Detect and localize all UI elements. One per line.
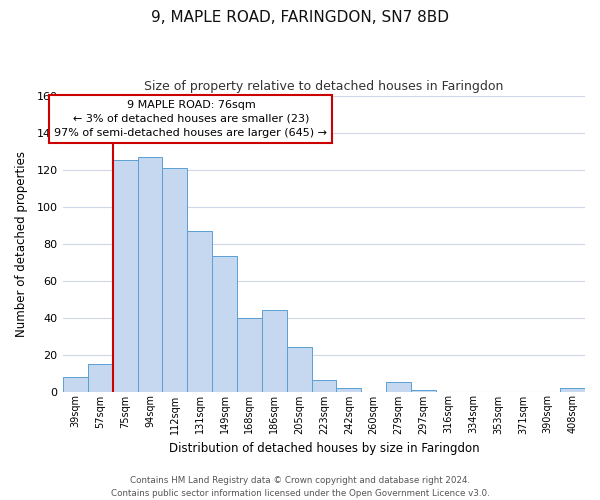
Bar [287,347,311,392]
Bar [560,388,585,392]
Bar [337,388,361,392]
Y-axis label: Number of detached properties: Number of detached properties [15,150,28,336]
Bar [411,390,436,392]
Text: Contains HM Land Registry data © Crown copyright and database right 2024.
Contai: Contains HM Land Registry data © Crown c… [110,476,490,498]
Bar [88,364,113,392]
Bar [262,310,287,392]
Text: 9, MAPLE ROAD, FARINGDON, SN7 8BD: 9, MAPLE ROAD, FARINGDON, SN7 8BD [151,10,449,25]
Bar [113,160,137,392]
Text: 9 MAPLE ROAD: 76sqm
← 3% of detached houses are smaller (23)
97% of semi-detache: 9 MAPLE ROAD: 76sqm ← 3% of detached hou… [55,100,328,138]
Bar [137,156,163,392]
Bar [311,380,337,392]
Bar [212,256,237,392]
X-axis label: Distribution of detached houses by size in Faringdon: Distribution of detached houses by size … [169,442,479,455]
Bar [386,382,411,392]
Bar [187,230,212,392]
Title: Size of property relative to detached houses in Faringdon: Size of property relative to detached ho… [145,80,503,93]
Bar [237,318,262,392]
Bar [163,168,187,392]
Bar [63,376,88,392]
